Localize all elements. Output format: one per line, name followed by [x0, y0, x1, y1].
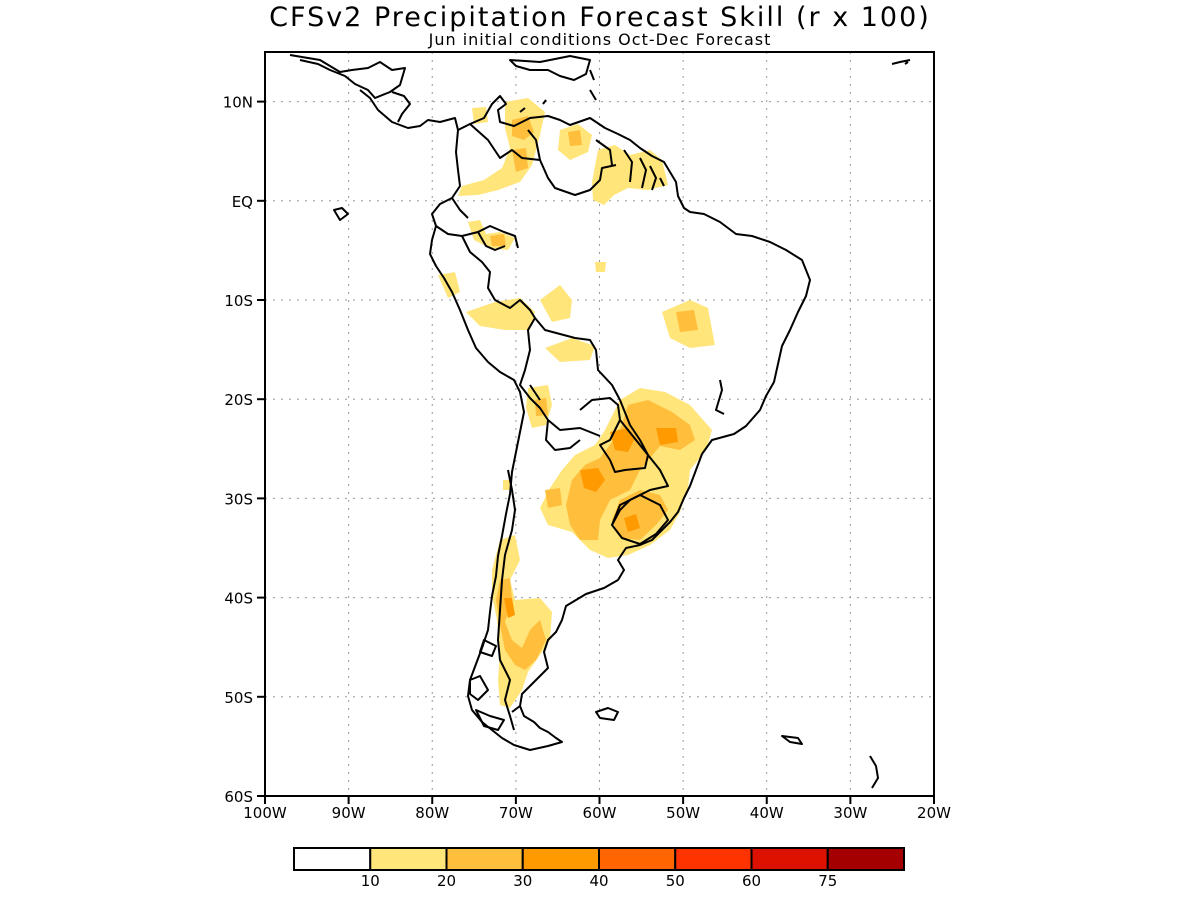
colorbar-swatch	[521, 847, 600, 871]
colorbar-label: 10	[361, 872, 380, 890]
lat-tick-label: EQ	[232, 193, 253, 211]
colorbar-label: 20	[437, 872, 456, 890]
colorbar-swatch	[293, 847, 372, 871]
lat-tick-label: 30S	[224, 490, 253, 508]
longitude-axis: 100W 90W 80W 70W 60W 50W 40W 30W 20W	[243, 796, 951, 822]
lon-tick-label: 70W	[499, 804, 533, 822]
lat-tick-label: 10N	[223, 94, 253, 112]
map-subtitle: Jun initial conditions Oct-Dec Forecast	[428, 30, 772, 49]
lon-tick-label: 90W	[332, 804, 366, 822]
lat-tick-label: 60S	[224, 788, 253, 806]
colorbar-label: 50	[666, 872, 685, 890]
colorbar-swatch	[445, 847, 524, 871]
latitude-axis: 10N EQ 10S 20S 30S 40S 50S 60S	[223, 94, 265, 806]
colorbar-swatch	[826, 847, 905, 871]
map-title: CFSv2 Precipitation Forecast Skill (r x …	[269, 2, 931, 33]
lon-tick-label: 100W	[243, 804, 287, 822]
lon-tick-label: 20W	[917, 804, 951, 822]
skill-contours	[438, 98, 715, 708]
lat-tick-label: 40S	[224, 590, 253, 608]
lat-tick-label: 50S	[224, 689, 253, 707]
lat-tick-label: 20S	[224, 391, 253, 409]
colorbar-swatch	[674, 847, 753, 871]
colorbar-label: 40	[589, 872, 608, 890]
lon-tick-label: 30W	[833, 804, 867, 822]
colorbar-label: 75	[818, 872, 837, 890]
skill-10-20	[438, 98, 715, 708]
colorbar-swatch	[598, 847, 677, 871]
lat-tick-label: 10S	[224, 292, 253, 310]
coastlines	[289, 54, 911, 789]
colorbar-label: 60	[742, 872, 761, 890]
lon-tick-label: 40W	[750, 804, 784, 822]
colorbar-swatch	[369, 847, 448, 871]
lon-tick-label: 80W	[415, 804, 449, 822]
lon-tick-label: 50W	[666, 804, 700, 822]
colorbar: 10 20 30 40 50 60 75	[293, 847, 905, 890]
skill-30-40	[504, 428, 678, 618]
colorbar-swatch	[750, 847, 829, 871]
colorbar-label: 30	[513, 872, 532, 890]
lon-tick-label: 60W	[583, 804, 617, 822]
